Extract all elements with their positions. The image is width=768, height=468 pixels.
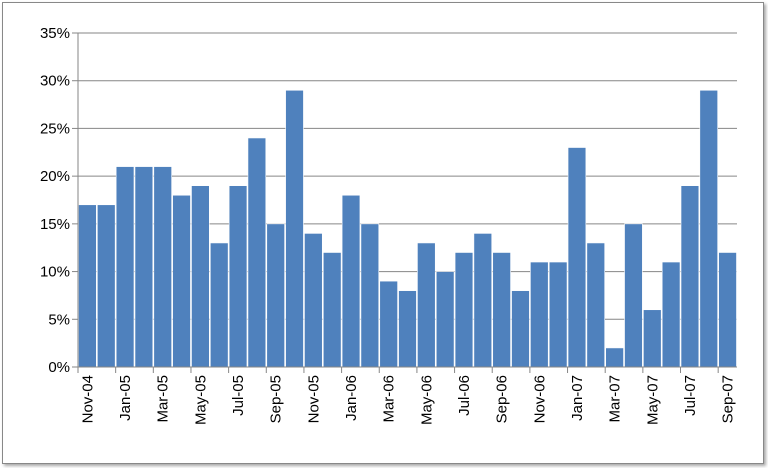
x-tick-label: Sep-07 [720,375,737,423]
y-tick-label: 5% [48,311,70,328]
bar-Feb-07 [586,242,605,368]
bar-May-05 [191,185,210,368]
bar-Oct-06 [511,290,530,368]
bar-Jul-07 [680,185,700,368]
bar-Aug-05 [247,137,267,368]
bar-Mar-05 [153,166,172,368]
y-tick-label: 0% [48,359,70,376]
bar-Mar-06 [379,280,398,368]
x-tick-label: Jan-06 [343,375,360,421]
bar-Nov-04 [78,204,97,368]
bar-Aug-07 [699,89,718,368]
bar-Dec-06 [548,261,568,368]
bar-Jan-05 [115,166,135,368]
x-tick-label: Mar-05 [155,375,172,423]
bar-Dec-04 [97,204,116,368]
y-tick-label: 15% [40,216,70,233]
x-tick-label: Jan-05 [117,375,134,421]
bar-Apr-07 [624,223,643,368]
bar-Mar-07 [605,347,624,368]
bar-Sep-07 [718,252,737,368]
y-tick-label: 20% [40,168,70,185]
bar-Jul-05 [228,185,248,368]
bar-Jan-07 [567,147,587,368]
x-tick-label: May-06 [418,375,435,425]
x-tick-label: May-07 [644,375,661,425]
x-tick-label: Jul-06 [456,375,473,416]
bar-Jun-05 [210,242,229,368]
bar-Jun-07 [661,261,681,368]
x-tick-label: Sep-06 [494,375,511,423]
bar-Aug-06 [473,233,493,368]
x-tick-label: Mar-06 [381,375,398,423]
bar-Oct-05 [285,89,304,368]
bar-Sep-06 [492,252,511,368]
x-tick-label: Nov-04 [79,375,96,423]
x-tick-label: Jul-05 [230,375,247,416]
bar-Feb-06 [360,223,380,368]
bar-Apr-05 [172,194,191,368]
x-tick-label: Jul-07 [682,375,699,416]
bar-Nov-05 [304,233,323,368]
bar-May-06 [417,242,436,368]
bar-Sep-05 [266,223,285,368]
y-tick-label: 25% [40,120,70,137]
bar-Jan-06 [341,194,361,368]
x-tick-label: Nov-05 [305,375,322,423]
bar-Jul-06 [454,252,474,368]
y-tick-label: 10% [40,264,70,281]
y-tick-label: 35% [40,25,70,42]
x-tick-label: Sep-05 [268,375,285,423]
x-tick-label: Nov-06 [531,375,548,423]
bar-Feb-05 [134,166,154,368]
y-tick-label: 30% [40,73,70,90]
x-tick-label: Jan-07 [569,375,586,421]
bar-Jun-06 [435,271,455,368]
x-tick-label: May-05 [192,375,209,425]
bar-Dec-05 [322,252,342,368]
bar-May-07 [643,309,662,368]
x-tick-label: Mar-07 [607,375,624,423]
bar-Apr-06 [398,290,417,368]
bar-Nov-06 [530,261,549,368]
